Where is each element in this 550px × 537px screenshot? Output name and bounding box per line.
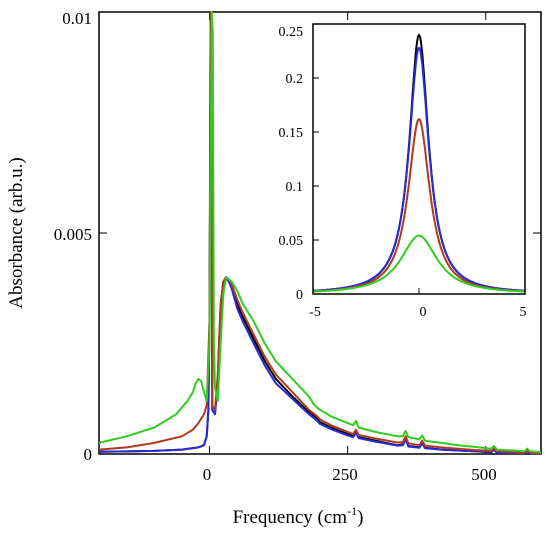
x-axis-title: Frequency (cm-1)	[233, 504, 364, 528]
inset-y-tick-label-5: 0.25	[279, 25, 304, 40]
inset-series-line-1	[313, 46, 525, 292]
inset-y-tick-label-0: 0	[296, 288, 303, 303]
y-tick-label-0: 0	[84, 445, 93, 464]
inset-x-tick-label-1: 0	[420, 305, 427, 320]
x-tick-label-0: 0	[203, 465, 212, 484]
x-axis-title-close: )	[357, 507, 363, 528]
y-tick-label-1: 0.005	[54, 225, 92, 244]
inset-y-tick-label-4: 0.2	[286, 72, 304, 87]
y-tick-label-2: 0.01	[62, 9, 92, 28]
inset-plot-background	[313, 24, 525, 294]
main-series-line-3	[98, 11, 542, 454]
inset-x-tick-label-0: -5	[309, 305, 321, 320]
inset-y-tick-label-3: 0.15	[279, 126, 304, 141]
inset-y-tick-label-1: 0.05	[279, 234, 304, 249]
x-tick-label-2: 500	[471, 465, 497, 484]
y-axis-title: Absorbance (arb.u.)	[6, 157, 27, 308]
x-axis-title-main: Frequency (cm	[233, 507, 348, 528]
inset-y-tick-label-2: 0.1	[286, 180, 304, 195]
inset-x-tick-label-2: 5	[520, 305, 527, 320]
x-tick-label-1: 250	[332, 465, 358, 484]
inset-series-line-3	[313, 234, 525, 293]
x-axis-title-superscript: -1	[347, 504, 357, 518]
